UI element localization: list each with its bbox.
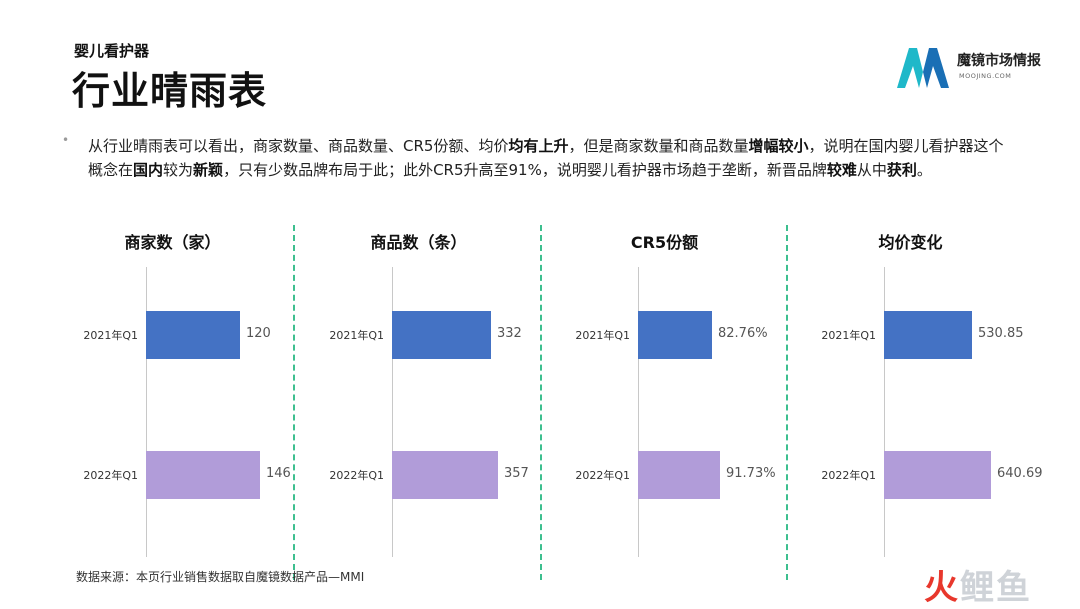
page-subtitle: 婴儿看护器 — [74, 42, 150, 60]
chart-product-count: 商品数（条） 2021年Q1 332 2022年Q1 357 — [296, 225, 541, 560]
chart-avg-price: 均价变化 2021年Q1 530.85 2022年Q1 640.69 — [788, 225, 1043, 560]
value-label: 332 — [497, 326, 522, 341]
value-label: 120 — [246, 326, 271, 341]
logo-m-right-stroke — [923, 48, 949, 88]
description-emphasis: 获利 — [886, 161, 917, 179]
logo-name: 魔镜市场情报 — [957, 53, 1041, 69]
description-emphasis: 新颖 — [193, 161, 224, 179]
description-segment: 。 — [916, 161, 932, 179]
y-axis-line — [392, 267, 393, 557]
category-label: 2021年Q1 — [83, 329, 138, 342]
y-axis-line — [884, 267, 885, 557]
chart-title: 商品数（条） — [370, 233, 467, 252]
logo-m-icon — [897, 48, 949, 88]
description-emphasis: 国内 — [133, 161, 164, 179]
chart-divider-1 — [293, 225, 295, 580]
value-label: 640.69 — [997, 466, 1043, 481]
category-label: 2022年Q1 — [575, 469, 630, 482]
description-segment: 较为 — [163, 161, 194, 179]
category-label: 2022年Q1 — [821, 469, 876, 482]
value-label: 91.73% — [726, 466, 776, 481]
bar-2022-q1 — [884, 451, 991, 499]
category-label: 2021年Q1 — [575, 329, 630, 342]
chart-title: CR5份额 — [630, 233, 699, 252]
value-label: 357 — [504, 466, 529, 481]
value-label: 82.76% — [718, 326, 768, 341]
y-axis-line — [146, 267, 147, 557]
chart-title: 均价变化 — [878, 233, 943, 252]
description-text: 从行业晴雨表可以看出，商家数量、商品数量、CR5份额、均价均有上升，但是商家数量… — [88, 134, 1008, 182]
data-source-note: 数据来源：本页行业销售数据取自魔镜数据产品—MMI — [76, 570, 365, 584]
bar-2021-q1 — [884, 311, 972, 359]
logo-m-left-stroke — [897, 48, 923, 88]
chart-title: 商家数（家） — [124, 233, 221, 252]
description-segment: 从中 — [856, 161, 887, 179]
bar-2022-q1 — [638, 451, 720, 499]
description-segment: 从行业晴雨表可以看出，商家数量、商品数量、CR5份额、均价 — [88, 137, 509, 155]
description-bullet: • — [62, 133, 70, 147]
y-axis-line — [638, 267, 639, 557]
logo-domain: MOOJING.COM — [959, 72, 1012, 80]
bar-2021-q1 — [638, 311, 712, 359]
description-segment: ，只有少数品牌布局于此；此外CR5升高至91%，说明婴儿看护器市场趋于垄断，新晋… — [223, 161, 827, 179]
watermark: 火鲤鱼 — [924, 560, 1032, 609]
category-label: 2021年Q1 — [329, 329, 384, 342]
bar-2022-q1 — [146, 451, 260, 499]
chart-divider-3 — [786, 225, 788, 580]
chart-divider-2 — [540, 225, 542, 580]
chart-merchant-count: 商家数（家） 2021年Q1 120 2022年Q1 146 — [50, 225, 295, 560]
category-label: 2021年Q1 — [821, 329, 876, 342]
category-label: 2022年Q1 — [83, 469, 138, 482]
description-emphasis: 较难 — [826, 161, 857, 179]
bar-2021-q1 — [392, 311, 491, 359]
description-emphasis: 增幅较小 — [748, 137, 809, 155]
category-label: 2022年Q1 — [329, 469, 384, 482]
watermark-part-1: 火 — [924, 568, 960, 608]
watermark-part-2: 鲤鱼 — [960, 568, 1032, 608]
description-segment: ，但是商家数量和商品数量 — [568, 137, 749, 155]
value-label: 530.85 — [978, 326, 1024, 341]
bar-2022-q1 — [392, 451, 498, 499]
brand-logo: 魔镜市场情报 MOOJING.COM — [893, 42, 1063, 94]
bar-2021-q1 — [146, 311, 240, 359]
description-segment: ，说明在国内婴儿看护器这个概念在 — [88, 137, 1004, 179]
value-label: 146 — [266, 466, 291, 481]
chart-cr5-share: CR5份额 2021年Q1 82.76% 2022年Q1 91.73% — [542, 225, 787, 560]
page-title: 行业晴雨表 — [72, 69, 268, 113]
description-emphasis: 均有上升 — [508, 137, 569, 155]
